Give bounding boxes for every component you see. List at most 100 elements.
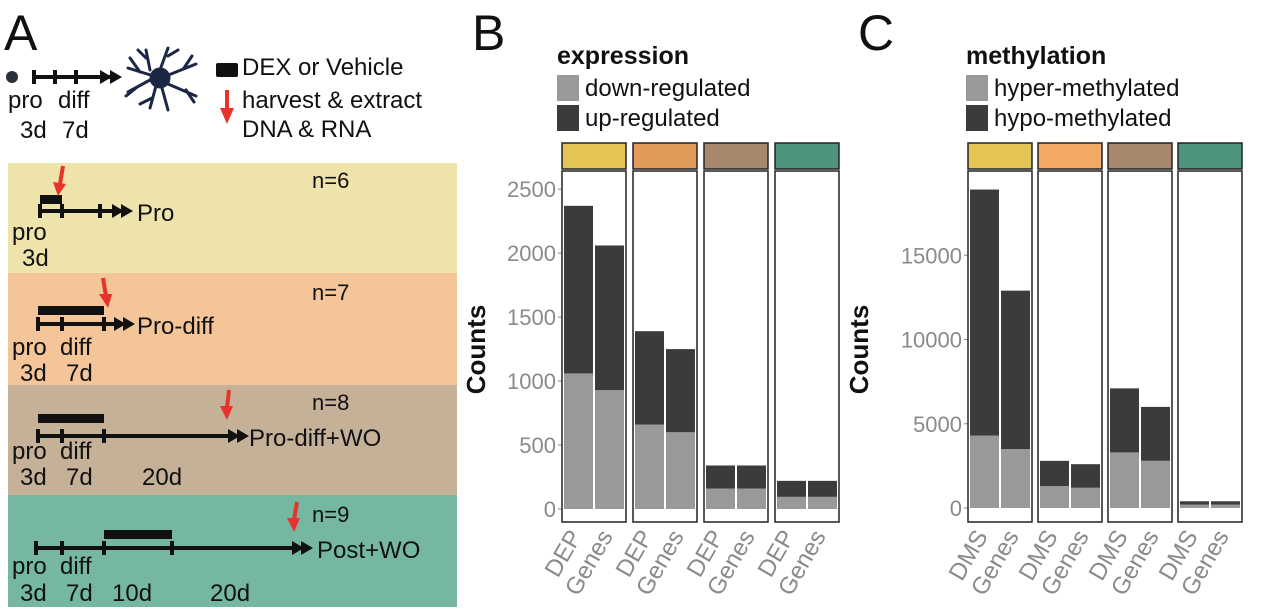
- bar-segment-hypo-methylated: [1211, 501, 1240, 505]
- band-label: pro: [12, 438, 47, 465]
- legend-swatch: [966, 75, 988, 101]
- band-label: 7d: [66, 360, 93, 387]
- facet-panel: [774, 170, 840, 523]
- panel-letter: C: [858, 5, 894, 61]
- facet-strip: [967, 142, 1033, 170]
- y-tick-label: 15000: [901, 243, 962, 268]
- bar-segment-hyper-methylated: [970, 435, 999, 508]
- bar-segment-hypo-methylated: [1040, 460, 1069, 487]
- y-axis-label: Counts: [461, 305, 491, 395]
- legend-title: methylation: [966, 42, 1106, 70]
- bar-segment-down-regulated: [808, 496, 837, 509]
- band-name: Post+WO: [317, 537, 420, 564]
- bar-segment-hyper-methylated: [1180, 504, 1209, 508]
- dex-bar: [38, 414, 104, 423]
- band-label: 3d: [20, 360, 47, 387]
- bar-segment-up-regulated: [808, 480, 837, 497]
- y-tick-label: 0: [950, 496, 962, 521]
- bar-segment-hyper-methylated: [1040, 486, 1069, 508]
- bar-segment-down-regulated: [706, 488, 735, 509]
- neuron-icon: [124, 46, 198, 112]
- legend-label: up-regulated: [585, 105, 720, 132]
- band-label: 10d: [112, 580, 152, 607]
- harvest-arrow-icon: [287, 518, 300, 532]
- label-3d: 3d: [20, 117, 47, 144]
- band-background: [8, 495, 457, 607]
- y-axis-label: Counts: [844, 305, 874, 395]
- facet-strip: [561, 142, 627, 170]
- bar-segment-down-regulated: [635, 424, 664, 509]
- band-label: 3d: [20, 580, 47, 607]
- bar-segment-hypo-methylated: [1110, 388, 1139, 453]
- facet-panel: [703, 170, 769, 523]
- band-label: diff: [60, 334, 92, 361]
- band-n: n=8: [312, 390, 349, 415]
- bar-segment-up-regulated: [564, 205, 593, 374]
- dex-bar: [104, 530, 172, 539]
- bar-segment-down-regulated: [564, 373, 593, 509]
- bar-segment-up-regulated: [706, 465, 735, 489]
- bar-segment-hypo-methylated: [970, 189, 999, 436]
- facet-strip: [1037, 142, 1103, 170]
- y-tick-label: 2500: [507, 177, 556, 202]
- band-name: Pro: [137, 200, 174, 227]
- band-n: n=6: [312, 168, 349, 193]
- band-name: Pro-diff+WO: [249, 425, 381, 452]
- band-post-wo: n=9 Post+WO pro diff 3d 7d 10d 20d: [8, 495, 457, 607]
- y-tick-label: 2000: [507, 241, 556, 266]
- bar-segment-down-regulated: [595, 390, 624, 509]
- band-label: 20d: [210, 580, 250, 607]
- y-tick-label: 500: [519, 433, 556, 458]
- legend-label: down-regulated: [585, 75, 750, 102]
- harvest-arrow-icon: [220, 90, 234, 124]
- harvest-arrow-icon: [220, 406, 233, 420]
- band-pro-diff-wo: n=8 Pro-diff+WO pro diff 3d 7d 20d: [8, 385, 457, 495]
- bar-segment-up-regulated: [595, 245, 624, 391]
- band-background: [8, 163, 457, 273]
- facet-strip: [632, 142, 698, 170]
- bar-segment-up-regulated: [666, 349, 695, 433]
- label-pro: pro: [8, 87, 43, 114]
- harvest-arrow-icon: [53, 182, 66, 196]
- bar-segment-up-regulated: [737, 465, 766, 489]
- bar-segment-down-regulated: [737, 488, 766, 509]
- band-label: 3d: [22, 245, 49, 272]
- band-label: pro: [12, 219, 47, 246]
- facet-strip: [1107, 142, 1173, 170]
- legend-label: hyper-methylated: [994, 75, 1179, 102]
- bar-segment-hyper-methylated: [1071, 487, 1100, 508]
- dex-bar: [38, 306, 104, 315]
- band-label: diff: [60, 553, 92, 580]
- dex-legend-swatch: [216, 63, 238, 77]
- bar-segment-hypo-methylated: [1001, 290, 1030, 450]
- facet-panel: [1177, 170, 1243, 523]
- facet-strip: [774, 142, 840, 170]
- harvest-legend-label-2: DNA & RNA: [242, 116, 371, 143]
- legend-swatch: [557, 105, 579, 131]
- label-diff: diff: [58, 87, 90, 114]
- bar-segment-down-regulated: [777, 496, 806, 509]
- bar-segment-up-regulated: [777, 480, 806, 497]
- bar-segment-hyper-methylated: [1211, 504, 1240, 508]
- y-tick-label: 1500: [507, 305, 556, 330]
- harvest-arrow-icon: [99, 294, 112, 308]
- band-label: diff: [60, 438, 92, 465]
- band-label: pro: [12, 553, 47, 580]
- band-n: n=7: [312, 280, 349, 305]
- band-pro-diff: n=7 Pro-diff pro diff 3d 7d: [8, 273, 457, 387]
- bar-segment-hyper-methylated: [1141, 460, 1170, 508]
- band-name: Pro-diff: [137, 313, 214, 340]
- band-pro: n=6 Pro pro 3d: [8, 163, 457, 273]
- legend-title: expression: [557, 42, 689, 70]
- facet-strip: [1177, 142, 1243, 170]
- bar-segment-hyper-methylated: [1110, 452, 1139, 508]
- y-tick-label: 0: [544, 497, 556, 522]
- panel-a-letter: A: [4, 5, 38, 61]
- dex-bar: [40, 195, 62, 204]
- band-label: 3d: [20, 464, 47, 491]
- timeline-arrow-icon: [100, 70, 112, 84]
- band-label: 20d: [142, 464, 182, 491]
